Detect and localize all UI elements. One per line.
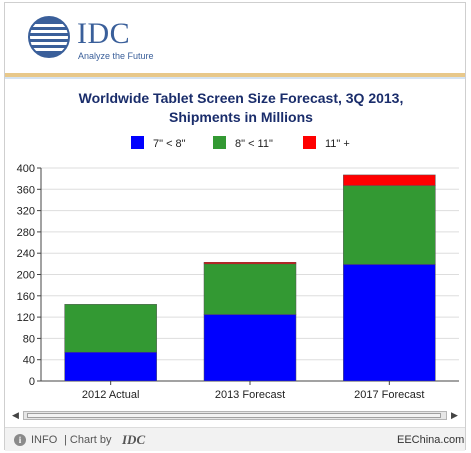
chart-subtitle: Shipments in Millions — [169, 109, 313, 125]
bar-2-series-1 — [343, 185, 436, 265]
watermark: EEChina.com — [397, 434, 465, 446]
y-tick-label-0: 0 — [29, 376, 35, 388]
y-tick-label-2: 80 — [23, 333, 35, 345]
header: IDC Analyze the Future — [5, 3, 465, 73]
legend-label-0: 7" < 8" — [153, 138, 186, 150]
chart-title: Worldwide Tablet Screen Size Forecast, 3… — [79, 90, 404, 106]
y-tick-label-5: 200 — [17, 270, 35, 282]
chart-frame: IDC Analyze the Future Worldwide Tablet … — [4, 2, 466, 451]
legend-swatch-0 — [131, 136, 144, 149]
logo-text: IDC — [77, 17, 131, 50]
header-divider-gold — [5, 73, 465, 77]
scroll-right-icon[interactable]: ▶ — [451, 410, 458, 420]
bar-0-series-1 — [64, 304, 157, 353]
chart-by-label: | Chart by — [64, 434, 112, 446]
globe-icon — [28, 16, 70, 58]
bar-2-series-0 — [343, 264, 436, 382]
legend-swatch-1 — [213, 136, 226, 149]
horizontal-scrollbar[interactable]: ◀ ▶ — [9, 407, 461, 423]
y-tick-label-3: 120 — [17, 312, 35, 324]
header-divider-blue — [5, 77, 465, 79]
info-icon[interactable]: i — [14, 434, 26, 446]
legend-label-2: 11" + — [325, 138, 350, 150]
bar-1-series-0 — [203, 314, 297, 382]
scroll-left-icon[interactable]: ◀ — [12, 410, 19, 420]
bar-0-series-0 — [64, 351, 157, 382]
legend-label-1: 8" < 11" — [235, 138, 273, 150]
info-link[interactable]: INFO — [31, 434, 58, 446]
y-tick-label-8: 320 — [17, 206, 35, 218]
footer: i INFO | Chart by IDC EEChina.com — [5, 427, 465, 451]
y-tick-label-10: 400 — [17, 163, 35, 175]
bar-2-series-2 — [343, 174, 436, 186]
chart-by-brand[interactable]: IDC — [122, 432, 146, 447]
x-tick-label-2: 2017 Forecast — [354, 389, 424, 401]
scroll-thumb[interactable] — [27, 413, 441, 418]
logo-tagline: Analyze the Future — [78, 51, 154, 61]
x-tick-label-1: 2013 Forecast — [215, 389, 285, 401]
chart-area: Worldwide Tablet Screen Size Forecast, 3… — [5, 79, 465, 405]
y-tick-label-6: 240 — [17, 248, 35, 260]
chart-svg: Worldwide Tablet Screen Size Forecast, 3… — [17, 90, 459, 401]
y-tick-label-7: 280 — [17, 227, 35, 239]
x-tick-label-0: 2012 Actual — [82, 389, 140, 401]
y-tick-label-9: 360 — [17, 184, 35, 196]
y-tick-label-1: 40 — [23, 355, 35, 367]
idc-logo[interactable]: IDC Analyze the Future — [27, 15, 177, 65]
bar-1-series-2 — [203, 262, 297, 265]
legend-swatch-2 — [303, 136, 316, 149]
scroll-track[interactable] — [23, 411, 447, 420]
y-tick-label-4: 160 — [17, 291, 35, 303]
bar-1-series-1 — [203, 263, 297, 315]
